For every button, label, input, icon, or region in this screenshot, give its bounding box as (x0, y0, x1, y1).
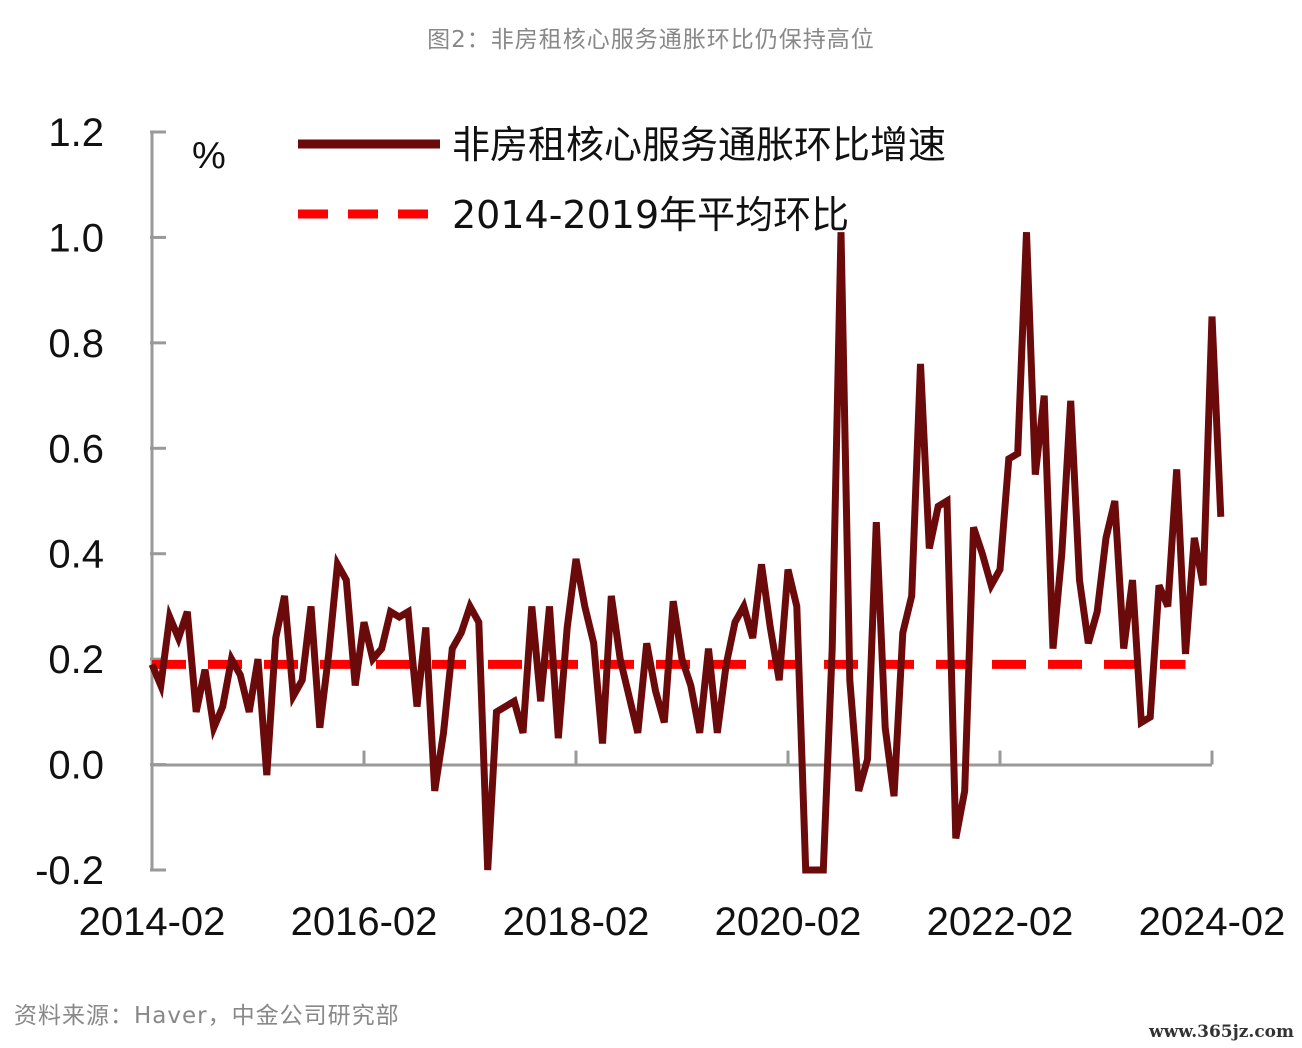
x-tick-label: 2016-02 (291, 900, 438, 944)
x-tick-label: 2014-02 (79, 900, 226, 944)
series-line (148, 232, 1225, 874)
y-tick-label: -0.2 (35, 849, 104, 893)
legend-label-dashed: 2014-2019年平均环比 (452, 193, 849, 237)
y-tick-label: 0.2 (48, 638, 104, 682)
y-tick-label: 0.6 (48, 427, 104, 471)
x-tick-label: 2022-02 (927, 900, 1074, 944)
x-tick-label: 2024-02 (1139, 900, 1286, 944)
y-tick-label: 0.0 (48, 744, 104, 788)
y-tick-label: 1.2 (48, 111, 104, 155)
y-axis: -0.2 0.0 0.2 0.4 0.6 0.8 1.0 1.2 (35, 111, 166, 893)
legend: 非房租核心服务通胀环比增速 2014-2019年平均环比 (298, 123, 946, 237)
figure-title: 图2：非房租核心服务通胀环比仍保持高位 (427, 27, 875, 53)
y-unit-label: % (192, 135, 226, 177)
y-tick-label: 0.4 (48, 533, 104, 577)
legend-label-solid: 非房租核心服务通胀环比增速 (452, 123, 946, 167)
chart: -0.2 0.0 0.2 0.4 0.6 0.8 1.0 1.2 2014-02 2016-02… (35, 111, 1286, 944)
watermark: www.365jz.com (1149, 1022, 1294, 1042)
x-axis: 2014-02 2016-02 2018-02 2020-02 2022-02 2024-… (79, 750, 1286, 944)
source-note: 资料来源：Haver，中金公司研究部 (14, 1003, 400, 1029)
y-tick-label: 1.0 (48, 216, 104, 260)
x-tick-label: 2018-02 (503, 900, 650, 944)
x-tick-label: 2020-02 (715, 900, 862, 944)
y-tick-label: 0.8 (48, 322, 104, 366)
